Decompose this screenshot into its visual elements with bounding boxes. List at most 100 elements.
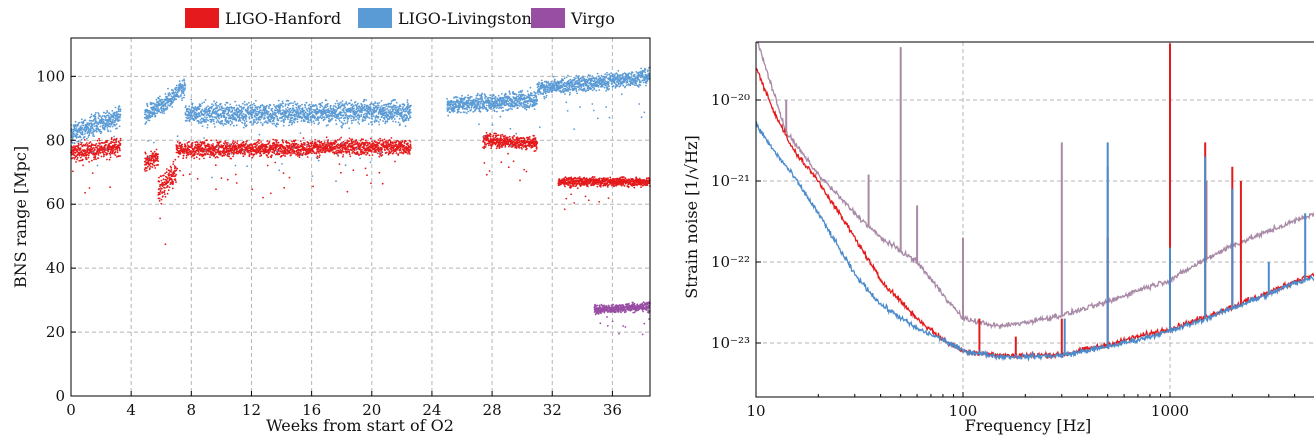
data-point <box>510 139 513 142</box>
data-point <box>533 135 535 137</box>
data-point <box>379 139 382 142</box>
data-point <box>247 151 250 154</box>
data-point <box>255 116 257 119</box>
data-point <box>234 100 237 103</box>
data-point <box>232 140 235 143</box>
data-point <box>153 164 156 167</box>
data-point <box>97 154 100 156</box>
data-point <box>112 118 114 121</box>
data-point <box>229 103 232 106</box>
data-point <box>340 136 343 139</box>
data-point <box>92 131 94 134</box>
data-point <box>519 140 521 143</box>
data-point <box>188 116 191 119</box>
data-point <box>230 143 233 146</box>
data-point <box>607 197 610 200</box>
data-point <box>95 143 98 145</box>
data-point <box>220 112 222 115</box>
data-point <box>72 170 74 173</box>
data-point <box>159 95 161 98</box>
data-point <box>167 181 170 183</box>
data-point <box>102 124 105 127</box>
data-point <box>229 145 232 148</box>
data-point <box>220 115 223 117</box>
data-point <box>237 111 240 114</box>
data-point <box>79 156 82 159</box>
data-point <box>96 164 99 167</box>
data-point <box>196 177 199 180</box>
data-point <box>111 141 114 144</box>
data-point <box>223 107 225 110</box>
data-point <box>366 174 368 177</box>
data-point <box>158 188 161 190</box>
data-point <box>401 140 404 143</box>
data-point <box>159 217 162 220</box>
data-point <box>204 153 207 156</box>
data-point <box>375 150 377 153</box>
data-point <box>72 132 75 135</box>
data-point <box>156 107 158 110</box>
data-point <box>90 113 93 116</box>
data-point <box>154 167 157 169</box>
data-point <box>213 155 216 157</box>
data-point <box>563 208 566 211</box>
data-point <box>85 158 88 161</box>
data-point <box>81 124 83 127</box>
data-point <box>175 98 178 101</box>
data-point <box>244 152 246 155</box>
data-point <box>254 104 256 107</box>
data-point <box>565 197 568 200</box>
data-point <box>158 200 161 202</box>
data-point <box>179 169 181 172</box>
data-point <box>231 148 234 151</box>
data-point <box>249 104 252 107</box>
data-point <box>81 133 84 136</box>
data-point <box>172 163 175 166</box>
data-point <box>282 172 285 175</box>
data-point <box>592 178 595 180</box>
data-point <box>528 136 531 138</box>
data-point <box>296 153 299 156</box>
data-point <box>165 171 168 174</box>
data-point <box>306 156 309 158</box>
data-point <box>280 148 283 151</box>
data-point <box>175 169 178 172</box>
data-point <box>298 156 301 159</box>
data-point <box>272 138 274 141</box>
data-point <box>104 116 107 119</box>
bns-range-series <box>70 66 651 336</box>
data-point <box>207 105 209 107</box>
data-point <box>247 106 250 108</box>
data-point <box>236 142 239 145</box>
data-point <box>210 139 213 142</box>
data-point <box>500 161 503 164</box>
data-point <box>193 153 196 156</box>
data-point <box>71 138 74 140</box>
data-point <box>248 154 251 156</box>
data-point <box>346 190 349 193</box>
data-point <box>151 157 154 159</box>
data-point <box>175 84 178 87</box>
data-point <box>344 144 347 146</box>
data-point <box>150 150 153 153</box>
data-point <box>80 118 83 121</box>
data-point <box>119 149 121 152</box>
data-point <box>171 106 174 108</box>
data-point <box>181 97 183 99</box>
data-point <box>531 146 534 148</box>
data-point <box>232 153 235 156</box>
data-point <box>227 121 230 123</box>
data-point <box>383 138 386 141</box>
data-point <box>74 127 76 130</box>
data-point <box>266 146 269 148</box>
data-point <box>381 154 384 156</box>
data-point <box>288 142 291 145</box>
data-point <box>390 144 393 147</box>
data-point <box>157 106 159 108</box>
data-point <box>318 140 321 143</box>
data-point <box>92 146 95 149</box>
data-point <box>262 196 264 199</box>
data-point <box>208 143 210 146</box>
data-point <box>81 130 84 133</box>
data-point <box>269 150 272 152</box>
